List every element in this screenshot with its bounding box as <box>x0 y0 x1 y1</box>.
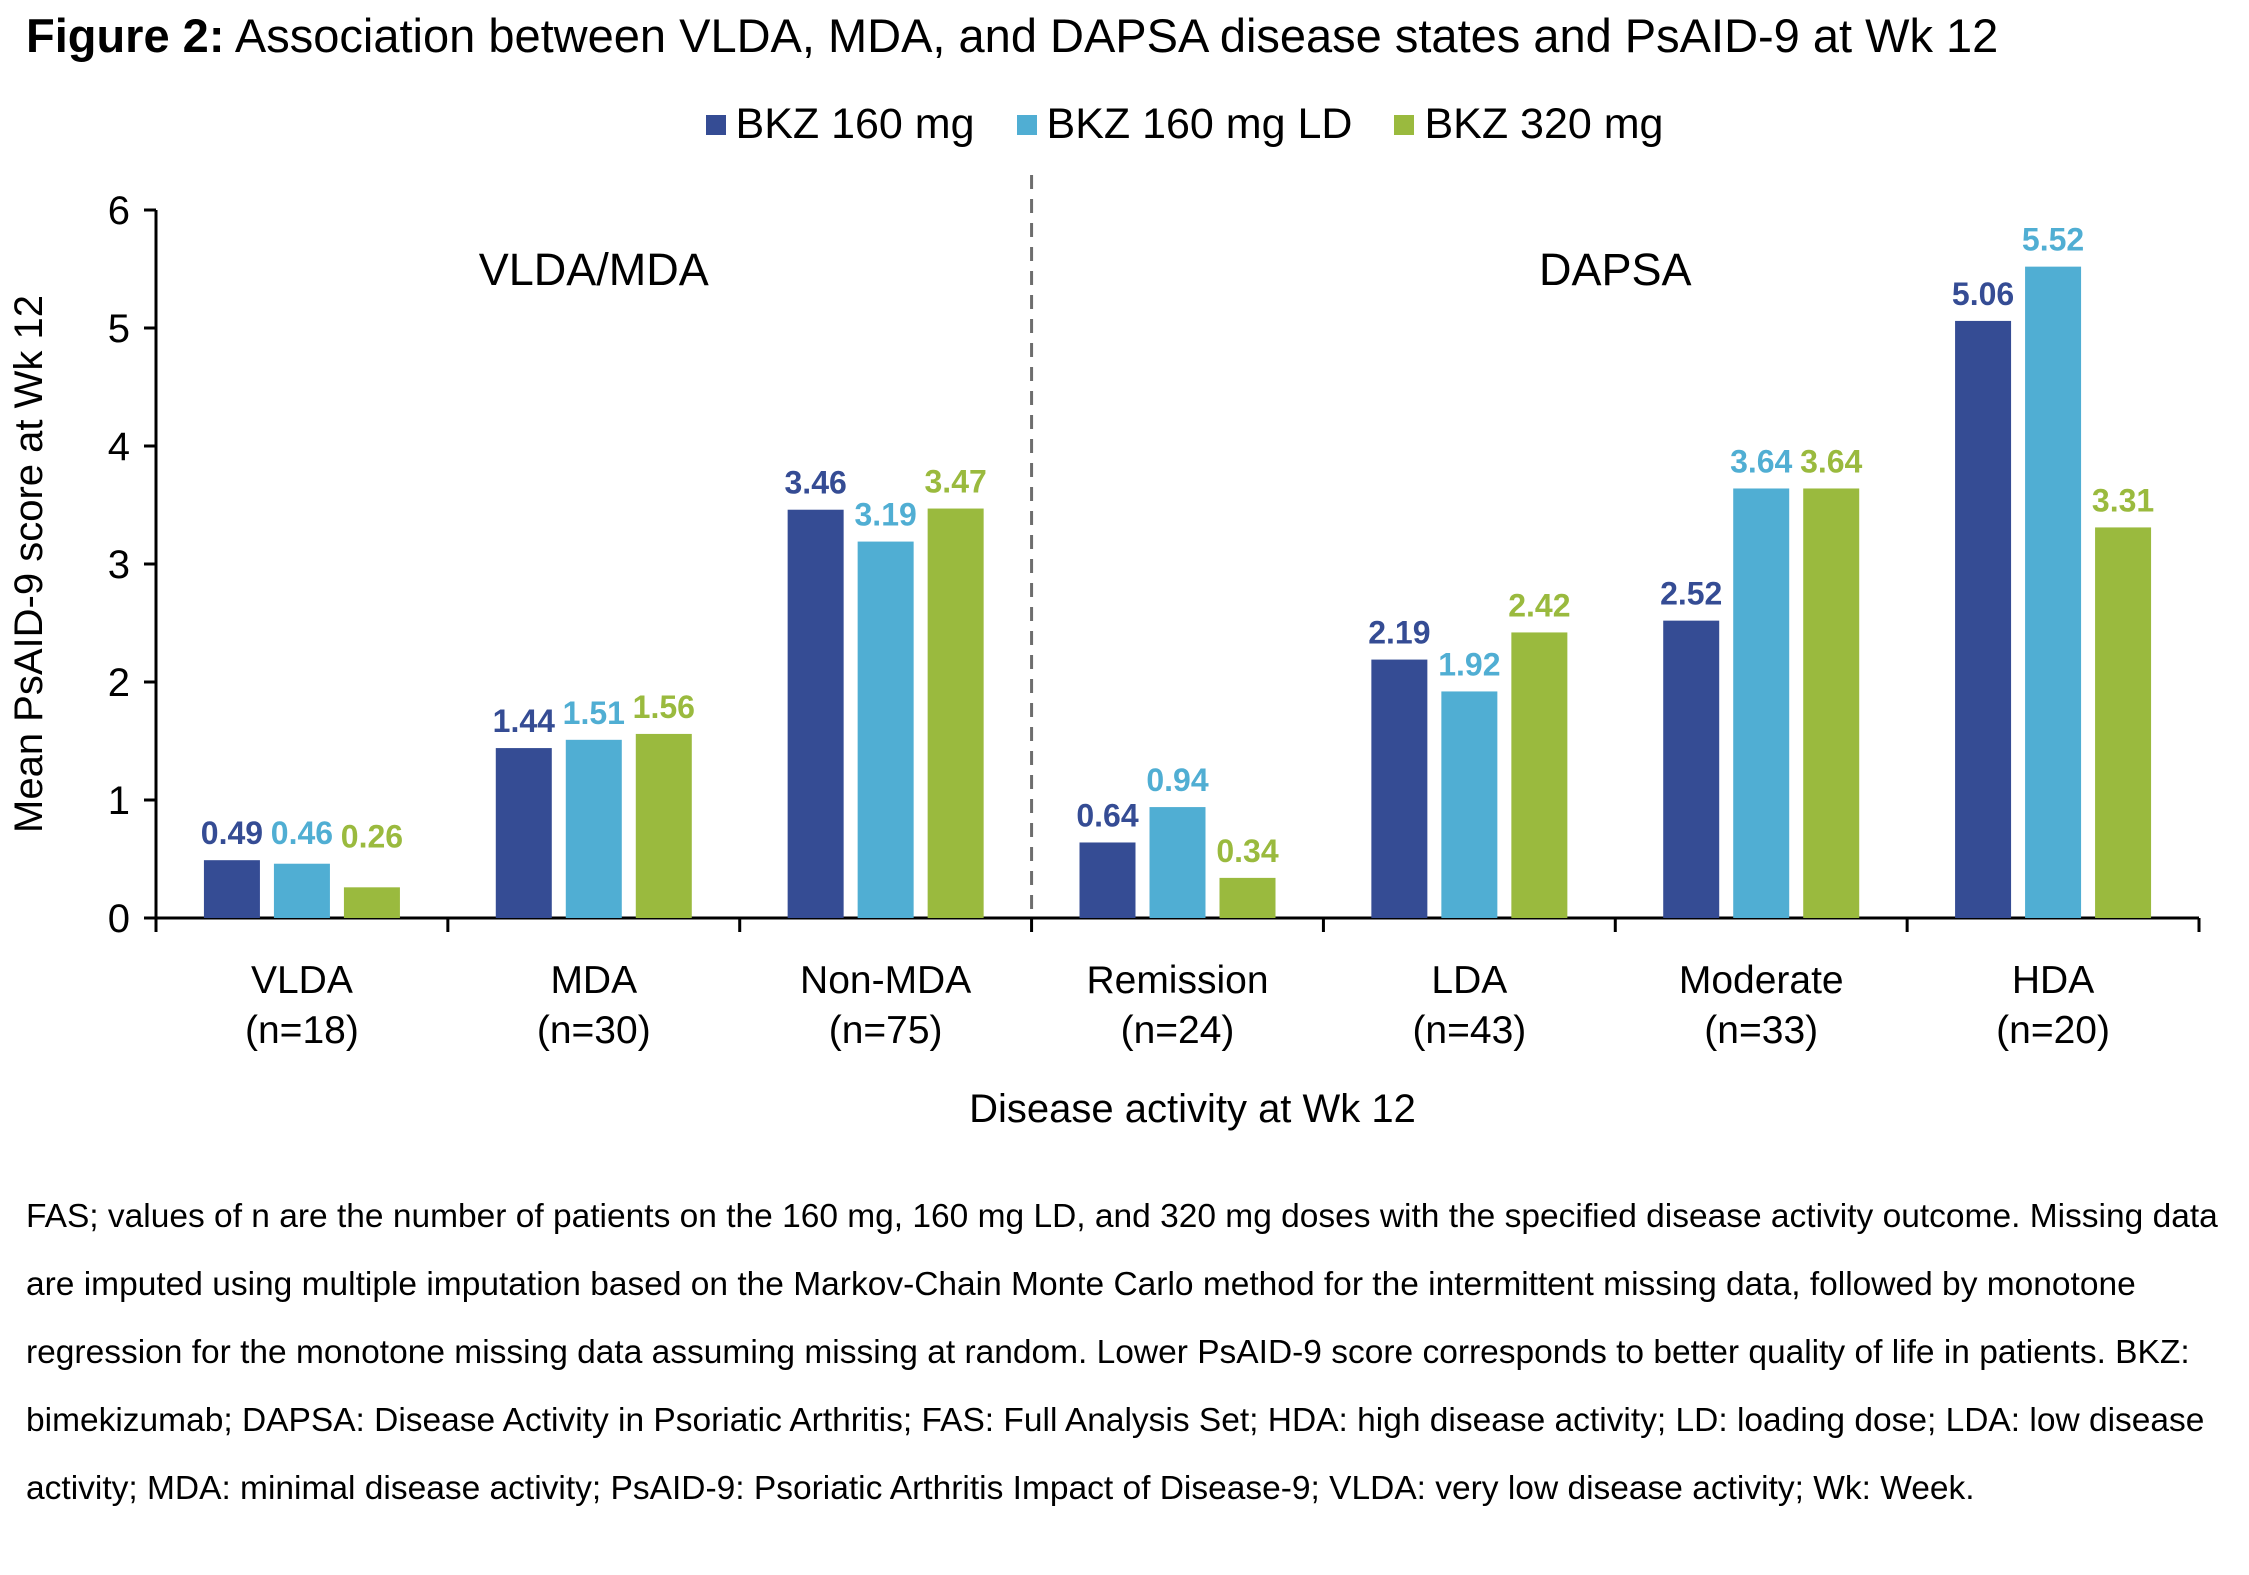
data-label: 2.52 <box>1660 576 1722 612</box>
data-label: 3.47 <box>925 464 987 500</box>
x-category-label: Moderate <box>1679 959 1844 1002</box>
bar <box>1803 488 1860 918</box>
data-label: 5.06 <box>1952 276 2014 312</box>
x-category-n-label: (n=20) <box>1996 1009 2110 1052</box>
group-label: DAPSA <box>1539 244 1692 295</box>
x-category-n-label: (n=18) <box>245 1009 359 1052</box>
data-label: 3.31 <box>2092 482 2154 518</box>
bar <box>1955 320 2012 918</box>
data-label: 3.19 <box>855 497 917 533</box>
x-category-n-label: (n=24) <box>1121 1009 1235 1052</box>
bar <box>1441 691 1498 918</box>
chart-legend: BKZ 160 mg BKZ 160 mg LD BKZ 320 mg <box>0 100 2249 149</box>
x-category-n-label: (n=30) <box>537 1009 651 1052</box>
legend-swatch <box>705 114 726 135</box>
data-label: 1.51 <box>563 695 625 731</box>
bar <box>203 860 260 918</box>
legend-item-bkz-160: BKZ 160 mg <box>705 100 975 149</box>
data-label: 3.46 <box>785 465 847 501</box>
figure-number: Figure 2: <box>26 9 225 62</box>
group-label: VLDA/MDA <box>479 244 709 295</box>
x-category-label: VLDA <box>251 959 353 1002</box>
legend-item-bkz-320: BKZ 320 mg <box>1394 100 1663 149</box>
legend-label: BKZ 320 mg <box>1424 100 1664 148</box>
y-tick-label: 1 <box>108 779 130 823</box>
y-tick-label: 3 <box>108 543 130 587</box>
data-label: 1.92 <box>1438 646 1500 682</box>
data-label: 0.64 <box>1076 797 1138 833</box>
data-label: 0.49 <box>201 815 263 851</box>
bar <box>1079 842 1136 918</box>
bar <box>857 541 914 918</box>
data-label: 0.46 <box>271 815 333 851</box>
bar <box>565 739 622 918</box>
legend-item-bkz-160-ld: BKZ 160 mg LD <box>1016 100 1353 149</box>
x-category-label: Remission <box>1086 959 1268 1002</box>
y-axis-label: Mean PsAID-9 score at Wk 12 <box>7 295 51 833</box>
figure-title-text: Association between VLDA, MDA, and DAPSA… <box>224 9 1999 62</box>
y-tick-label: 0 <box>108 897 130 941</box>
x-category-n-label: (n=43) <box>1412 1009 1526 1052</box>
bar <box>1663 620 1720 918</box>
bar <box>1511 632 1568 918</box>
figure-footnote: FAS; values of n are the number of patie… <box>26 1198 2218 1507</box>
y-tick-label: 5 <box>108 307 130 351</box>
bar <box>273 863 330 918</box>
x-category-label: MDA <box>550 959 637 1002</box>
x-category-label: Non-MDA <box>800 959 971 1002</box>
data-label: 1.44 <box>493 703 555 739</box>
legend-label: BKZ 160 mg LD <box>1046 100 1353 148</box>
legend-swatch <box>1016 114 1037 135</box>
bar <box>343 887 400 918</box>
bar <box>495 748 552 918</box>
figure-title: Figure 2: Association between VLDA, MDA,… <box>26 8 1998 63</box>
bar <box>2025 266 2082 918</box>
bar <box>1219 877 1276 918</box>
legend-swatch <box>1394 114 1415 135</box>
bar <box>2095 527 2152 918</box>
data-label: 0.26 <box>341 819 403 855</box>
bar <box>1733 488 1790 918</box>
data-label: 0.94 <box>1146 762 1208 798</box>
x-category-label: LDA <box>1431 959 1507 1002</box>
data-label: 2.42 <box>1508 587 1570 623</box>
data-label: 2.19 <box>1368 615 1430 651</box>
bar <box>1149 807 1206 918</box>
legend-label: BKZ 160 mg <box>735 100 975 148</box>
data-label: 0.34 <box>1216 833 1278 869</box>
bar <box>635 733 692 918</box>
x-category-n-label: (n=33) <box>1704 1009 1818 1052</box>
data-label: 3.64 <box>1730 443 1792 479</box>
y-tick-label: 4 <box>108 425 130 469</box>
bar <box>1371 659 1428 918</box>
x-category-label: HDA <box>2012 959 2094 1002</box>
bar-chart: 0 1 2 3 4 5 6 Mean PsAID-9 score at Wk 12 Diseas… <box>7 175 2201 1131</box>
bar <box>927 508 984 918</box>
bar <box>787 509 844 918</box>
data-label: 3.64 <box>1800 443 1862 479</box>
x-axis-label: Disease activity at Wk 12 <box>969 1087 1416 1131</box>
y-tick-label: 2 <box>108 661 130 705</box>
data-label: 5.52 <box>2022 222 2084 258</box>
x-category-n-label: (n=75) <box>829 1009 943 1052</box>
data-label: 1.56 <box>633 689 695 725</box>
y-tick-label: 6 <box>108 189 130 233</box>
